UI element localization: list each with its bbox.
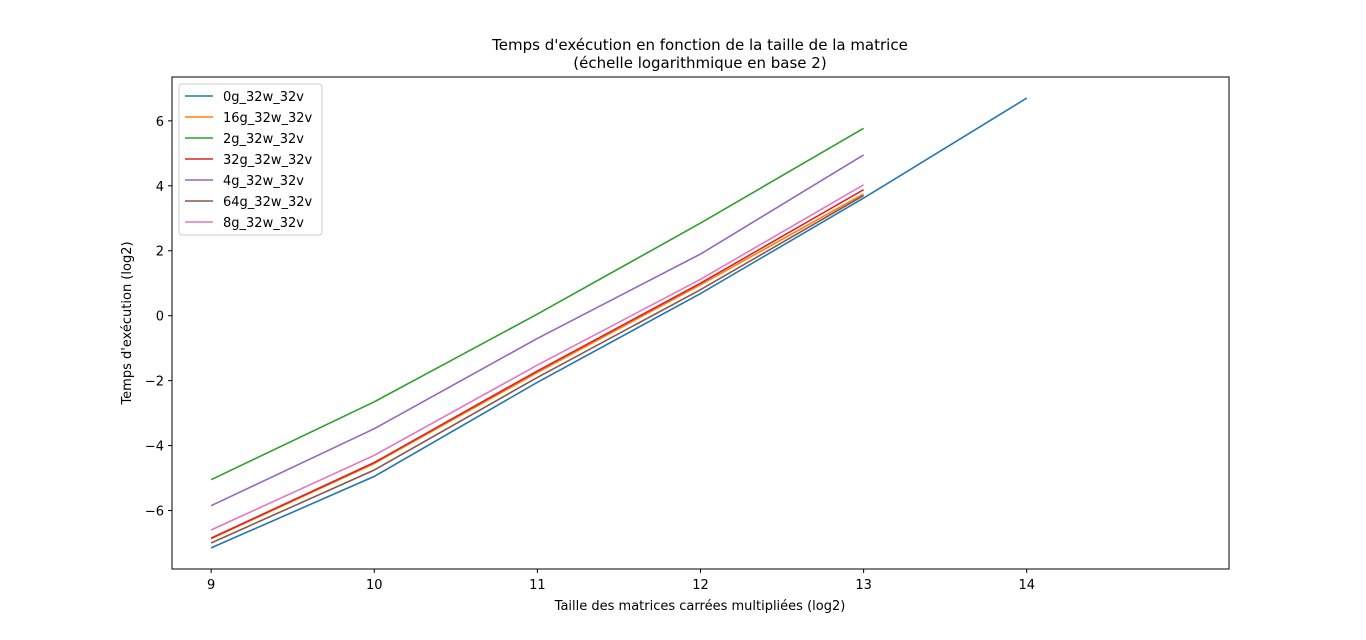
y-tick-label: 6 [156,115,164,130]
y-tick-label: 4 [156,180,164,195]
x-axis-ticks: 9 10 11 12 13 14 [207,569,1035,593]
series-line-64g_32w_32v [210,194,865,544]
legend-entry-label: 4g_32w_32v [223,174,304,189]
y-axis-label: Temps d'exécution (log2) [120,241,135,405]
legend-box [178,83,323,236]
y-tick-label: 0 [156,310,164,325]
chart-title-line2: (échelle logarithmique en base 2) [573,54,826,72]
legend-entry-label: 64g_32w_32v [223,195,313,210]
plot-lines [210,97,1028,549]
x-tick-label: 14 [1018,578,1035,593]
series-line-8g_32w_32v [210,184,865,531]
y-tick-label: −2 [145,375,164,390]
series-line-0g_32w_32v [210,97,1028,549]
x-tick-label: 9 [207,578,215,593]
legend: 0g_32w_32v 16g_32w_32v 2g_32w_32v 32g_32w_3… [178,83,323,236]
x-tick-label: 10 [366,578,383,593]
legend-entry-label: 8g_32w_32v [223,216,304,231]
y-tick-label: 2 [156,245,164,260]
series-line-2g_32w_32v [210,127,865,481]
y-axis-ticks: −6 −4 −2 0 2 4 6 [145,115,172,520]
x-tick-label: 12 [692,578,709,593]
legend-entry-label: 16g_32w_32v [223,111,313,126]
legend-entry-label: 32g_32w_32v [223,153,313,168]
x-tick-label: 13 [855,578,872,593]
chart-title-line1: Temps d'exécution en fonction de la tail… [491,36,908,54]
y-tick-label: −6 [145,505,164,520]
series-line-32g_32w_32v [210,189,864,539]
x-tick-label: 11 [529,578,546,593]
x-axis-label: Taille des matrices carrées multipliées … [554,599,846,614]
legend-entry-label: 0g_32w_32v [223,90,304,105]
series-line-16g_32w_32v [210,193,864,540]
legend-entry-label: 2g_32w_32v [223,132,304,147]
y-tick-label: −4 [145,440,164,455]
plot-area-frame [171,76,1230,570]
series-line-4g_32w_32v [210,154,865,507]
